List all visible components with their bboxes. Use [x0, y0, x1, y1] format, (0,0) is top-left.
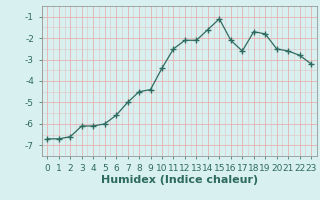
X-axis label: Humidex (Indice chaleur): Humidex (Indice chaleur): [100, 175, 258, 185]
